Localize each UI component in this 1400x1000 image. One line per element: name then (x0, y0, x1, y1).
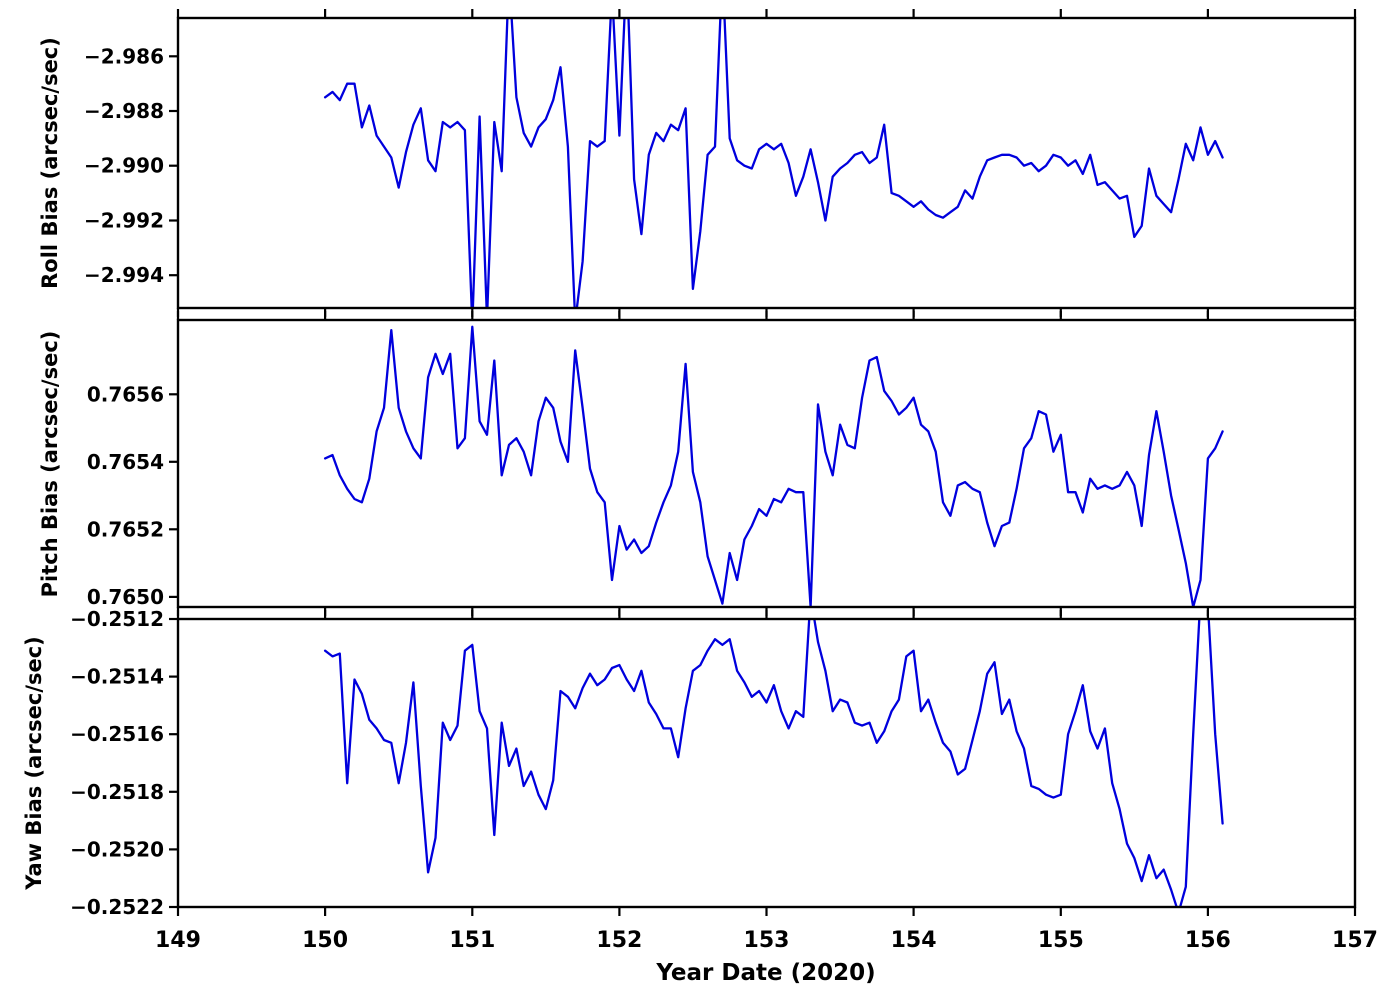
y-tick-label: −2.994 (84, 263, 164, 287)
x-ticks (176, 311, 1357, 616)
y-tick-label: −0.2522 (70, 895, 164, 919)
x-tick-label: 157 (1332, 928, 1378, 953)
x-tick-labels: 149 150 151 152 153 154 155 156 157 (155, 928, 1378, 953)
y-tick-label: 0.7656 (87, 382, 164, 406)
x-tick-label: 150 (302, 928, 348, 953)
y-tick-label: 0.7654 (87, 450, 164, 474)
yaw-bias-line (323, 619, 1224, 907)
x-tick-label: 151 (449, 928, 495, 953)
yaw-bias-panel: −0.2522 −0.2520 −0.2518 −0.2516 −0.2514 −0.25… (70, 607, 1357, 919)
pitch-bias-line (323, 325, 1224, 607)
roll-bias-line (323, 18, 1224, 308)
y-tick-label: −0.2520 (70, 837, 164, 861)
y-tick-label: −0.2516 (70, 722, 164, 746)
y-tick-label: −2.986 (84, 44, 164, 68)
pitch-bias-ylabel: Pitch Bias (arcsec/sec) (38, 330, 62, 598)
y-tick-label: 0.7652 (87, 517, 164, 541)
x-tick-label: 152 (596, 928, 642, 953)
roll-bias-panel: −2.994 −2.992 −2.990 −2.988 −2.986 (84, 9, 1357, 317)
x-axis-label: Year Date (2020) (656, 960, 876, 986)
pitch-bias-panel: 0.7650 0.7652 0.7654 0.7656 (87, 311, 1357, 616)
y-tick-label: −0.2512 (70, 607, 164, 631)
y-tick-label: −0.2518 (70, 780, 164, 804)
x-tick-label: 156 (1185, 928, 1231, 953)
x-tick-label: 149 (155, 928, 201, 953)
roll-bias-frame (176, 16, 1357, 310)
y-ticks: −0.2522 −0.2520 −0.2518 −0.2516 −0.2514 −0.25… (70, 607, 178, 919)
y-tick-label: −0.2514 (70, 665, 164, 689)
y-tick-label: −2.988 (84, 99, 164, 123)
x-tick-label: 153 (744, 928, 790, 953)
y-tick-label: 0.7650 (87, 585, 164, 609)
x-ticks (176, 9, 1357, 317)
x-tick-label: 154 (891, 928, 937, 953)
pitch-bias-frame (176, 318, 1357, 609)
y-ticks: 0.7650 0.7652 0.7654 0.7656 (87, 382, 178, 609)
yaw-bias-ylabel: Yaw Bias (arcsec/sec) (22, 636, 46, 890)
x-tick-label: 155 (1038, 928, 1084, 953)
yaw-bias-frame (176, 617, 1357, 909)
x-ticks (176, 610, 1357, 916)
y-tick-label: −2.992 (84, 209, 164, 233)
y-ticks: −2.994 −2.992 −2.990 −2.988 −2.986 (84, 44, 178, 287)
y-tick-label: −2.990 (84, 154, 164, 178)
roll-bias-ylabel: Roll Bias (arcsec/sec) (38, 37, 62, 289)
